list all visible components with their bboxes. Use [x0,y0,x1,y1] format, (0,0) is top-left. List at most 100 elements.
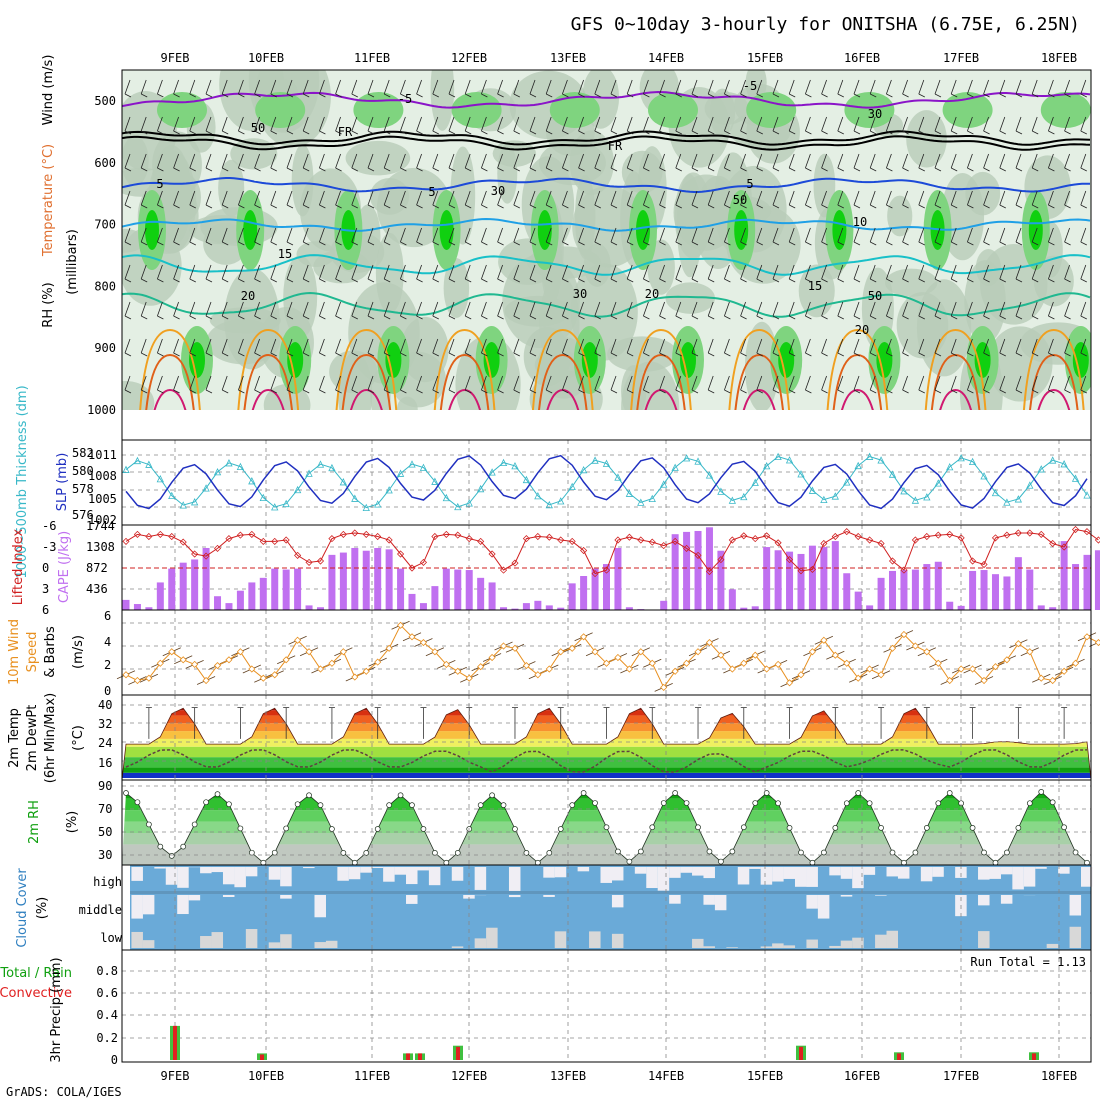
wind-barb [967,375,973,391]
wind-barb [384,278,391,283]
wind-barb [1015,79,1022,95]
thickness-point [705,471,714,479]
wind-barb [464,338,471,354]
wind-barb [999,227,1006,243]
middle-cloud [978,895,990,906]
contour-label: FR [608,139,623,153]
wind-barb [821,389,828,394]
wind-barb [610,352,618,357]
wind-barb [481,153,487,169]
wind-barb [788,301,795,317]
wind-barb [918,338,925,354]
wind-barb [1015,204,1023,209]
wind-barb [578,93,585,98]
wind-barb [999,278,1006,283]
temperature-contour [145,353,195,410]
wind-barb [772,301,779,317]
wind-barb [789,167,796,172]
cape-bar [156,582,164,610]
wind-barb [383,190,390,206]
wind-barb [319,190,325,206]
wind-barb [448,130,456,135]
wind-barb [821,301,827,317]
lifted-index-point [557,536,565,544]
wind-barb [789,389,796,394]
lifted-index-point [133,530,142,538]
wind-barb [902,241,909,246]
cape-bar [1072,564,1080,610]
cape-bar [431,586,439,610]
cape-bar [442,568,450,610]
wind-barb [157,315,164,320]
wind-speed-point [545,665,553,673]
thickness-point [534,491,542,500]
rh-point [123,790,129,796]
wind-barb [529,278,537,283]
wind-barb [983,352,990,357]
wind-barb [205,389,213,394]
wind-barb [384,204,391,209]
rh-point [432,849,438,856]
middle-cloud [314,895,326,918]
wind-barb [837,227,844,243]
wind-barb [529,79,536,95]
wind-barb [400,116,406,132]
high-cloud [840,867,853,879]
wind-barb [821,241,828,246]
wind-barb [140,338,147,354]
wind-barb [270,315,277,320]
rh-saturated-region [439,210,454,250]
rh-point [1072,849,1079,856]
precip-conv-bar [456,1046,460,1060]
wind-barb [254,352,261,357]
wind-barb [497,278,504,283]
cape-bar [145,607,153,610]
wind-barb [140,375,147,391]
wind-barb [221,153,228,169]
rh-point [946,790,953,796]
top-date-label: 14FEB [648,51,684,65]
wind-barb [513,352,520,357]
temperature-contour [742,388,776,410]
wind-barb [270,93,277,98]
high-cloud [978,867,990,880]
precip-conv-bar [799,1046,803,1060]
wind-barb [173,116,179,132]
precip-tick: 0.6 [96,986,118,1000]
wind-barb [918,389,925,394]
wind-barb [675,227,682,243]
wind-barb [189,241,196,246]
wind-barb [432,79,439,95]
wind-speed-point [248,665,256,673]
rh-saturated-region [680,342,696,378]
wind-barb [384,352,391,357]
temperature-contour [531,328,594,410]
wind-barb [805,227,811,243]
wind-barb [238,116,244,132]
wind-barb [1015,167,1023,172]
wind-speed-point [751,651,759,659]
wind-barb [432,190,439,206]
lifted-index-point [122,537,130,545]
wind-barb [789,352,796,357]
wind-barb [497,93,504,98]
wind-barb [141,315,148,320]
high-cloud [692,867,704,876]
wind-barb [286,278,294,283]
thickness-point [431,477,439,485]
wind-barb [772,264,779,280]
wind-barb [222,315,229,320]
cape-tick: 1308 [86,540,115,554]
high-cloud [371,867,384,868]
wind-barb [319,389,326,394]
wind-barb [319,116,325,132]
wind-barb [124,352,132,357]
rh-point [981,849,987,856]
wind-barb [610,241,618,246]
wind-barb [562,116,568,132]
precip-conv-bar [173,1025,177,1060]
rh-point [500,802,507,809]
wind-barb [594,190,601,206]
wind-speed-point [397,621,405,629]
wind-barb [1032,167,1039,172]
